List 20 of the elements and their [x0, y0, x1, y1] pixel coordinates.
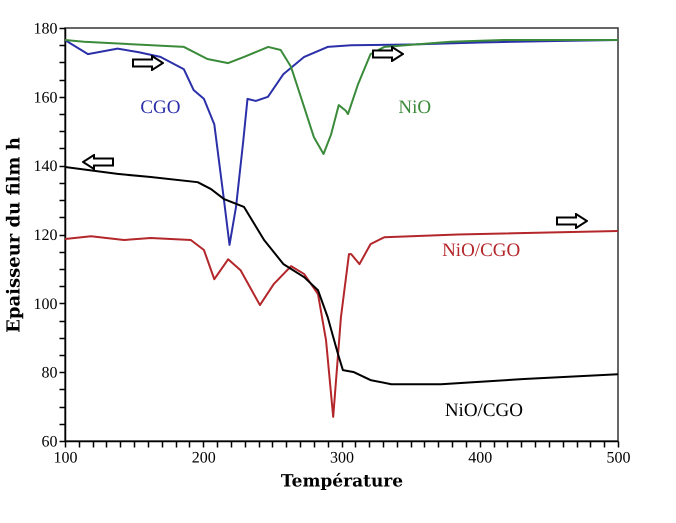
y-tick-label: 100 — [34, 296, 58, 313]
x-tick-label: 200 — [192, 450, 216, 466]
series-label: NiO/CGO — [444, 400, 523, 422]
series-label: CGO — [140, 97, 180, 118]
x-axis-title: Température — [280, 472, 404, 492]
series-label: NiO/CGO — [442, 240, 520, 261]
text: NiO — [398, 97, 432, 118]
x-tick-label: 500 — [606, 450, 630, 466]
y-tick-label: 60 — [42, 434, 58, 450]
y-tick-label: 140 — [34, 158, 58, 176]
y-tick-label: 180 — [34, 20, 58, 38]
y-tick-label: 80 — [42, 364, 58, 382]
y-tick-label: 160 — [34, 89, 58, 106]
line-series — [65, 230, 618, 418]
line-series — [65, 39, 618, 155]
x-tick-label: 400 — [468, 450, 492, 466]
y-axis-title: Epaisseur du film h — [4, 137, 24, 333]
x-tick-label: 300 — [330, 450, 354, 466]
y-tick-label: 120 — [34, 227, 58, 244]
x-tick-label: 100 — [54, 450, 78, 466]
